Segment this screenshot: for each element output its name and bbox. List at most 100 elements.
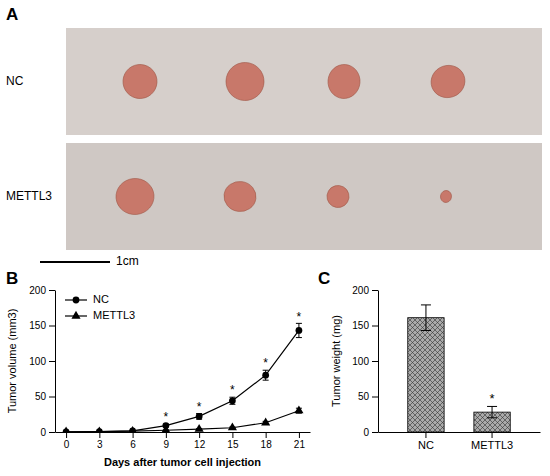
panel-label: B [6, 269, 18, 288]
legend-symbol [71, 311, 80, 319]
row-label: NC [6, 74, 24, 88]
panel-label: C [318, 269, 330, 288]
tick: 100 [29, 356, 55, 367]
point [95, 426, 104, 432]
point [261, 418, 270, 426]
tick-label: 100 [29, 356, 46, 367]
error-bar-stem [492, 406, 493, 417]
axis-line [56, 432, 311, 433]
series-line [66, 330, 299, 431]
tick-label: 21 [294, 439, 306, 450]
tick: 18 [261, 432, 273, 450]
tick-mark [49, 290, 55, 291]
tick-label: 150 [352, 320, 369, 331]
error-bar [263, 370, 269, 380]
annotation: * [197, 400, 202, 414]
tick-label: 50 [358, 391, 370, 402]
tick: 0 [64, 432, 70, 450]
tick-mark [372, 361, 378, 362]
tick: 9 [164, 432, 170, 450]
point [196, 413, 203, 420]
figure: ANCMETTL31cmB036912151821050100150200Day… [0, 0, 550, 476]
tick-mark [49, 326, 55, 327]
tick-label: 15 [227, 439, 239, 450]
tick: METTL3 [471, 432, 513, 451]
error-bar-cap [487, 406, 497, 407]
series [62, 405, 304, 432]
tick: 150 [29, 320, 55, 331]
point [128, 426, 137, 432]
tick-label: 200 [29, 285, 46, 296]
tick-label: 9 [164, 439, 170, 450]
tick-label: 50 [35, 391, 47, 402]
error-bar-stem [425, 305, 426, 331]
error-bar [196, 414, 202, 420]
tick-label: 3 [97, 439, 103, 450]
tick: 50 [35, 391, 55, 402]
tick-mark [299, 432, 300, 438]
tumor-photo [223, 59, 267, 103]
tick-label: 100 [352, 356, 369, 367]
legend-item: METTL3 [65, 309, 135, 321]
tick-mark [372, 290, 378, 291]
tick-mark [49, 432, 55, 433]
tick: NC [418, 432, 434, 451]
annotation: * [164, 410, 169, 424]
legend: NCMETTL3 [65, 293, 135, 321]
legend-symbol [73, 297, 80, 304]
bar [408, 318, 444, 432]
tick: 200 [29, 285, 55, 296]
axis-line [55, 291, 56, 433]
error-bar [296, 323, 302, 337]
tick: 150 [352, 320, 378, 331]
tumor-photo [440, 190, 453, 204]
tick-mark [372, 326, 378, 327]
legend-label: METTL3 [93, 309, 135, 321]
axis: 0 50 100 150 200 [29, 285, 55, 438]
y-axis-title: Tumor volume (mm3) [6, 309, 18, 414]
error-bar-cap [487, 417, 497, 418]
tick: 21 [294, 432, 306, 450]
tumor-photo [327, 63, 362, 100]
point [228, 422, 237, 430]
tick-label: 0 [363, 427, 369, 438]
axis: NC METTL3 [379, 432, 541, 451]
tick: 15 [227, 432, 239, 450]
tick-mark [49, 397, 55, 398]
row-label: METTL3 [6, 189, 52, 203]
annotation: * [490, 391, 495, 406]
tick-mark [99, 432, 100, 438]
tick: 0 [40, 427, 55, 438]
scale-bar [40, 261, 110, 263]
photo-row [66, 143, 542, 250]
panel-label: A [6, 5, 18, 24]
point [229, 397, 236, 404]
y-axis-title: Tumor weight (mg) [330, 315, 342, 407]
error-bar-cap [296, 337, 302, 338]
tick-label: 12 [194, 439, 206, 450]
annotation: * [263, 356, 268, 370]
tick: 3 [97, 432, 103, 450]
tick-mark [199, 432, 200, 438]
tick-mark [166, 432, 167, 438]
tick-label: 200 [352, 285, 369, 296]
point [262, 372, 269, 379]
tick-mark [372, 432, 378, 433]
plot-area [408, 305, 510, 432]
x-axis-title: Days after tumor cell injection [104, 456, 261, 468]
tick-label: 18 [261, 439, 273, 450]
axis: 0 50 100 150 200 [352, 285, 378, 438]
annotation: * [230, 383, 235, 397]
tick: 6 [130, 432, 136, 450]
tick-label: NC [418, 439, 434, 451]
tick-label: 0 [40, 427, 46, 438]
error-bar [229, 397, 235, 404]
plot-area [62, 323, 304, 432]
tumor-photo [325, 183, 352, 210]
error-bar-cap [421, 330, 431, 331]
axis: 0 3 6 9 12 15 18 21 [56, 432, 311, 450]
tick-mark [49, 361, 55, 362]
tumor-photo [115, 177, 156, 216]
tick-label: METTL3 [471, 439, 513, 451]
series [63, 323, 303, 432]
